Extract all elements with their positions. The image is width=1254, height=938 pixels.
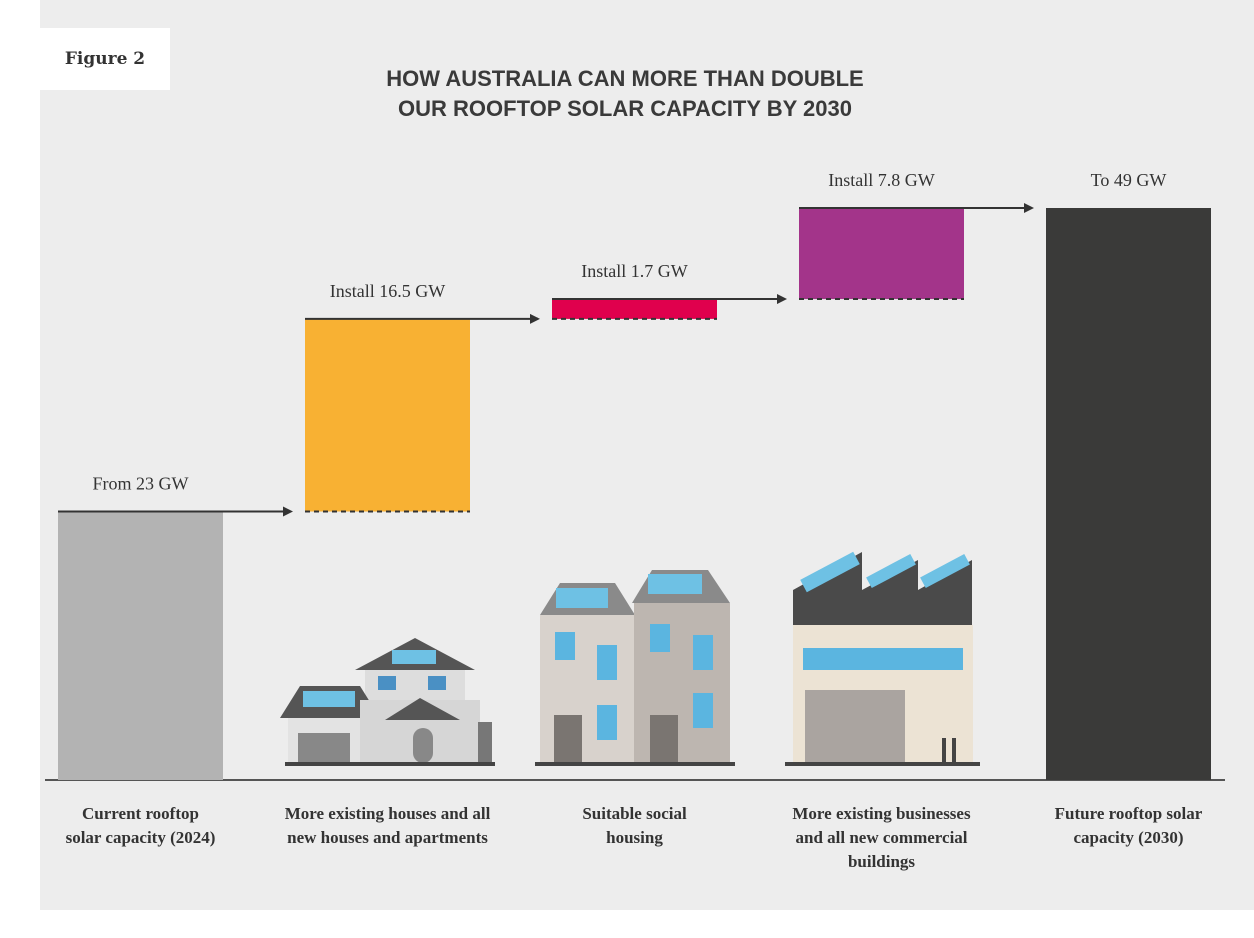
bar xyxy=(1046,208,1211,780)
category-label: Suitable social housing xyxy=(582,804,687,847)
category-label: More existing businesses and all new com… xyxy=(792,804,971,871)
social-housing-illustration xyxy=(535,570,735,766)
value-label: Install 7.8 GW xyxy=(828,170,934,190)
chart-title: HOW AUSTRALIA CAN MORE THAN DOUBLE OUR R… xyxy=(386,66,864,121)
bar xyxy=(305,318,470,512)
value-label: To 49 GW xyxy=(1091,170,1167,190)
figure-label: Figure 2 xyxy=(40,28,170,90)
category-label: More existing houses and all new houses … xyxy=(284,804,491,847)
category-label: Future rooftop solar capacity (2030) xyxy=(1054,804,1203,847)
value-label: Install 1.7 GW xyxy=(581,261,687,281)
category-label: Current rooftop solar capacity (2024) xyxy=(65,804,216,847)
bar xyxy=(58,511,223,780)
commercial-illustration xyxy=(785,551,980,766)
value-label: From 23 GW xyxy=(93,474,189,494)
houses-illustration xyxy=(280,638,495,766)
bar xyxy=(799,208,964,300)
value-label: Install 16.5 GW xyxy=(330,281,445,301)
bar xyxy=(552,299,717,319)
